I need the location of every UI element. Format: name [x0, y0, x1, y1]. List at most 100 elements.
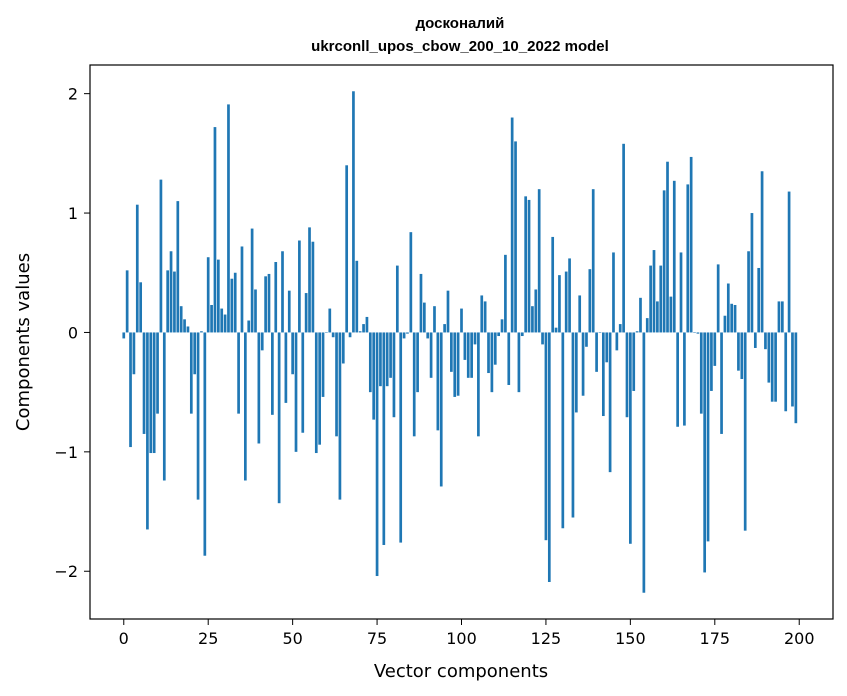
- bar: [531, 306, 534, 333]
- bar: [547, 332, 551, 582]
- bar: [443, 324, 446, 333]
- bar: [794, 332, 798, 424]
- bar: [267, 273, 271, 333]
- bar: [740, 332, 744, 380]
- x-tick-label: 25: [198, 629, 218, 648]
- bar: [321, 332, 325, 397]
- bar: [210, 304, 213, 333]
- y-tick-label: 2: [68, 85, 78, 104]
- bar: [308, 227, 311, 333]
- bar: [365, 316, 369, 333]
- bar: [615, 332, 619, 351]
- bar: [625, 332, 629, 418]
- bar: [477, 332, 480, 437]
- bar: [605, 332, 609, 363]
- x-tick-label: 100: [446, 629, 477, 648]
- bar: [659, 265, 663, 333]
- bar: [767, 332, 771, 383]
- bar: [294, 332, 298, 452]
- bar: [196, 332, 200, 500]
- bar: [152, 332, 156, 454]
- bar: [524, 196, 528, 333]
- bar: [362, 324, 365, 333]
- bar: [271, 332, 274, 415]
- bar: [142, 332, 146, 434]
- bar: [429, 332, 433, 378]
- bar: [564, 271, 568, 333]
- bar: [737, 332, 740, 371]
- bar: [679, 252, 683, 333]
- bar: [122, 332, 126, 339]
- bar: [213, 127, 217, 333]
- bar: [473, 332, 477, 345]
- x-axis-label: Vector components: [374, 661, 548, 682]
- bar: [520, 332, 524, 337]
- bar: [629, 332, 632, 544]
- bar: [355, 260, 359, 333]
- bar: [656, 301, 659, 333]
- y-axis-label: Components values: [13, 253, 34, 431]
- bar: [146, 332, 149, 530]
- bar: [412, 332, 416, 437]
- bar: [753, 332, 757, 348]
- bar: [500, 319, 504, 333]
- bar: [176, 201, 180, 333]
- bar: [554, 327, 558, 333]
- bar: [223, 314, 227, 333]
- bar: [642, 332, 646, 593]
- bar: [372, 332, 376, 420]
- bar: [672, 180, 676, 333]
- bar: [450, 332, 453, 372]
- bar: [514, 141, 517, 333]
- bar: [551, 236, 555, 333]
- chart-title-line-1: досконалий: [416, 15, 505, 32]
- bar: [287, 290, 291, 333]
- x-tick-label: 125: [531, 629, 562, 648]
- bar: [426, 332, 430, 339]
- bar: [200, 331, 203, 333]
- y-tick-label: −1: [54, 443, 78, 462]
- bar: [649, 265, 652, 333]
- bar: [416, 332, 419, 393]
- bar: [558, 275, 561, 333]
- bar: [456, 332, 460, 396]
- bar: [206, 257, 210, 333]
- bar: [358, 331, 362, 333]
- bar: [544, 332, 548, 541]
- bar: [244, 332, 247, 481]
- bar: [125, 270, 129, 333]
- bar: [581, 332, 585, 396]
- bar: [237, 332, 240, 414]
- bar: [595, 332, 598, 372]
- bar: [291, 332, 294, 375]
- bar: [652, 250, 656, 333]
- x-tick-label: 200: [784, 629, 815, 648]
- bar: [591, 189, 595, 333]
- bar: [247, 320, 251, 333]
- bar: [676, 332, 679, 427]
- x-tick-label: 0: [119, 629, 129, 648]
- bar: [166, 270, 170, 333]
- bar: [612, 252, 615, 333]
- bar: [622, 143, 625, 333]
- y-axis-ticks: −2 −1 0 1 2: [54, 85, 90, 581]
- bar: [639, 297, 642, 333]
- bar: [787, 191, 791, 333]
- bar: [541, 332, 544, 345]
- bar: [730, 303, 734, 333]
- x-tick-label: 50: [282, 629, 302, 648]
- bar: [284, 332, 288, 403]
- bar: [183, 319, 186, 333]
- bar: [203, 332, 207, 556]
- bar: [618, 324, 622, 333]
- bar: [537, 189, 541, 333]
- bar: [439, 332, 443, 487]
- y-tick-label: 0: [68, 323, 78, 342]
- bar: [156, 332, 159, 414]
- bar: [260, 332, 264, 351]
- bar: [726, 283, 730, 333]
- bar: [230, 278, 234, 333]
- bar: [466, 332, 470, 378]
- bar: [696, 332, 700, 334]
- bar: [345, 165, 349, 333]
